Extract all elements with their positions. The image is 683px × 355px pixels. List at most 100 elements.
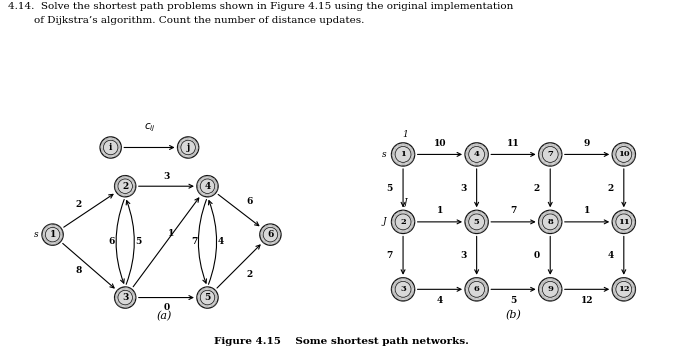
Circle shape <box>178 137 199 158</box>
Text: s: s <box>382 150 387 159</box>
Text: 10: 10 <box>618 151 630 158</box>
Text: J: J <box>404 197 407 207</box>
Text: i: i <box>109 143 113 152</box>
FancyArrowPatch shape <box>401 169 405 206</box>
FancyArrowPatch shape <box>198 200 206 283</box>
Circle shape <box>118 179 133 193</box>
Circle shape <box>542 282 558 297</box>
Text: 1: 1 <box>49 230 56 239</box>
FancyArrowPatch shape <box>133 198 199 287</box>
Circle shape <box>181 140 195 155</box>
Circle shape <box>263 228 278 242</box>
Text: 3: 3 <box>460 184 466 193</box>
Text: s: s <box>33 230 38 239</box>
Text: 0: 0 <box>533 251 540 260</box>
FancyArrowPatch shape <box>417 288 461 291</box>
FancyArrowPatch shape <box>491 153 535 156</box>
Text: 7: 7 <box>510 206 516 215</box>
Circle shape <box>103 140 118 155</box>
Text: 9: 9 <box>584 139 590 148</box>
Text: 2: 2 <box>122 182 128 191</box>
Text: 2: 2 <box>533 184 540 193</box>
Text: 0: 0 <box>163 303 169 312</box>
FancyArrowPatch shape <box>622 236 626 274</box>
Text: 1: 1 <box>403 130 408 139</box>
Circle shape <box>260 224 281 245</box>
Circle shape <box>100 137 122 158</box>
FancyArrowPatch shape <box>565 220 608 224</box>
FancyArrowPatch shape <box>64 194 113 227</box>
Text: 3: 3 <box>400 285 406 293</box>
Text: 2: 2 <box>400 218 406 226</box>
Text: 5: 5 <box>204 293 210 302</box>
Text: 2: 2 <box>607 184 613 193</box>
Circle shape <box>616 147 632 162</box>
FancyArrowPatch shape <box>548 169 552 206</box>
Text: 4.14.  Solve the shortest path problems shown in Figure 4.15 using the original : 4.14. Solve the shortest path problems s… <box>8 2 514 11</box>
FancyArrowPatch shape <box>475 169 479 206</box>
Text: 1: 1 <box>436 206 443 215</box>
Text: 5: 5 <box>387 184 393 193</box>
Circle shape <box>612 210 635 234</box>
Text: 2: 2 <box>247 270 253 279</box>
Text: 5: 5 <box>474 218 479 226</box>
Text: 4: 4 <box>474 151 479 158</box>
Text: 6: 6 <box>474 285 479 293</box>
Text: 5: 5 <box>136 237 142 246</box>
Text: 6: 6 <box>247 197 253 206</box>
Circle shape <box>612 278 635 301</box>
Circle shape <box>391 143 415 166</box>
FancyArrowPatch shape <box>217 245 260 288</box>
Text: 11: 11 <box>618 218 630 226</box>
Text: (b): (b) <box>505 310 521 320</box>
FancyArrowPatch shape <box>491 220 535 224</box>
Text: 5: 5 <box>510 296 516 305</box>
Text: 1: 1 <box>168 229 174 237</box>
Text: 2: 2 <box>75 200 81 209</box>
Circle shape <box>115 287 136 308</box>
Circle shape <box>45 228 60 242</box>
Text: 8: 8 <box>547 218 553 226</box>
Circle shape <box>465 210 488 234</box>
FancyArrowPatch shape <box>565 153 608 156</box>
Text: 7: 7 <box>191 237 197 246</box>
Text: j: j <box>186 143 190 152</box>
Text: 3: 3 <box>460 251 466 260</box>
Circle shape <box>616 282 632 297</box>
Circle shape <box>542 214 558 230</box>
Circle shape <box>197 176 218 197</box>
Circle shape <box>539 278 562 301</box>
Text: 4: 4 <box>436 296 443 305</box>
Circle shape <box>539 210 562 234</box>
Circle shape <box>542 147 558 162</box>
FancyArrowPatch shape <box>475 236 479 274</box>
FancyArrowPatch shape <box>116 200 124 283</box>
Circle shape <box>469 282 484 297</box>
Text: 4: 4 <box>204 182 210 191</box>
Text: 3: 3 <box>163 172 169 181</box>
Text: 9: 9 <box>547 285 553 293</box>
Text: 4: 4 <box>218 237 224 246</box>
FancyArrowPatch shape <box>139 296 193 300</box>
Text: 1: 1 <box>400 151 406 158</box>
Circle shape <box>465 143 488 166</box>
FancyArrowPatch shape <box>491 288 535 291</box>
Text: 8: 8 <box>75 267 81 275</box>
Circle shape <box>612 143 635 166</box>
Text: 4: 4 <box>607 251 613 260</box>
Circle shape <box>469 214 484 230</box>
FancyArrowPatch shape <box>63 244 114 288</box>
Text: J: J <box>383 217 387 226</box>
Text: 1: 1 <box>584 206 590 215</box>
Circle shape <box>200 290 214 305</box>
Text: (a): (a) <box>156 311 171 321</box>
FancyArrowPatch shape <box>401 236 405 274</box>
Text: 6: 6 <box>267 230 274 239</box>
FancyArrowPatch shape <box>417 153 461 156</box>
Circle shape <box>395 147 411 162</box>
Text: of Dijkstra’s algorithm. Count the number of distance updates.: of Dijkstra’s algorithm. Count the numbe… <box>8 16 365 25</box>
Text: Figure 4.15    Some shortest path networks.: Figure 4.15 Some shortest path networks. <box>214 337 469 346</box>
Text: 7: 7 <box>547 151 553 158</box>
Circle shape <box>616 214 632 230</box>
FancyArrowPatch shape <box>139 184 193 188</box>
